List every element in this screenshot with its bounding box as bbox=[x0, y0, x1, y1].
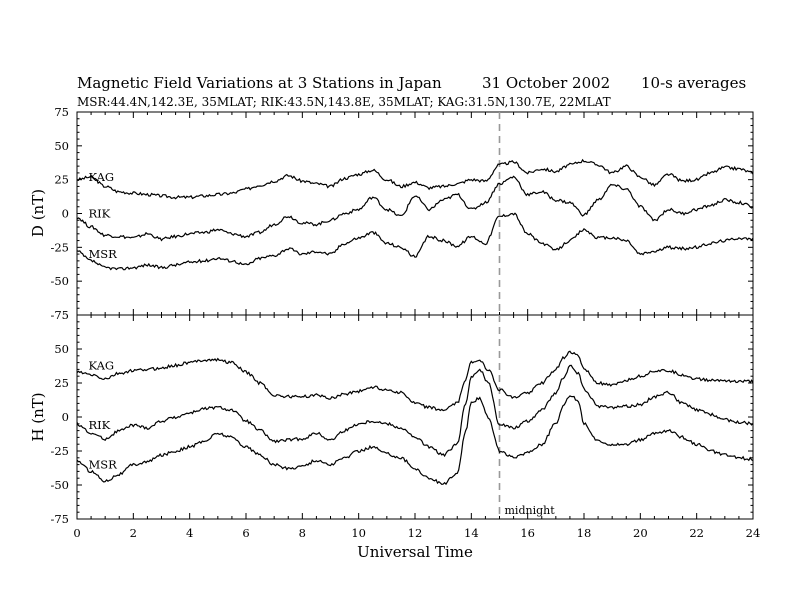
xtick-label-20: 20 bbox=[633, 526, 648, 540]
d-panel-frame bbox=[76, 111, 754, 316]
xtick-label-12: 12 bbox=[408, 526, 423, 540]
h-ytick-label-0: 0 bbox=[62, 410, 69, 424]
stations-line: MSR:44.4N,142.3E, 35MLAT; RIK:43.5N,143.… bbox=[77, 95, 611, 109]
d-ytick-label--75: -75 bbox=[50, 308, 69, 322]
xtick-label-6: 6 bbox=[242, 526, 249, 540]
d-series-rik bbox=[76, 175, 754, 242]
d-ytick-label-75: 75 bbox=[54, 105, 69, 119]
h-station-label-msr: MSR bbox=[88, 458, 117, 472]
x-axis-label: Universal Time bbox=[357, 543, 473, 561]
xtick-label-18: 18 bbox=[577, 526, 592, 540]
figure-date: 31 October 2002 bbox=[482, 74, 610, 92]
d-ytick-label--50: -50 bbox=[50, 274, 69, 288]
d-ytick-label-50: 50 bbox=[54, 139, 69, 153]
xtick-label-16: 16 bbox=[520, 526, 535, 540]
h-station-label-rik: RIK bbox=[88, 418, 110, 432]
xtick-label-0: 0 bbox=[73, 526, 80, 540]
h-ytick-label-25: 25 bbox=[54, 376, 69, 390]
d-ytick-label-25: 25 bbox=[54, 173, 69, 187]
h-series-msr bbox=[76, 395, 754, 486]
d-station-label-kag: KAG bbox=[88, 170, 114, 184]
xtick-label-14: 14 bbox=[464, 526, 479, 540]
d-ytick-label--25: -25 bbox=[50, 240, 69, 254]
xtick-label-22: 22 bbox=[689, 526, 704, 540]
averaging-note: 10-s averages bbox=[641, 74, 746, 92]
d-ytick-label-0: 0 bbox=[62, 207, 69, 221]
d-series-kag bbox=[76, 158, 754, 200]
h-ytick-label--75: -75 bbox=[50, 512, 69, 526]
midnight-annotation: midnight bbox=[505, 504, 556, 517]
figure-title: Magnetic Field Variations at 3 Stations … bbox=[77, 74, 442, 92]
chart-marks: -75 -50 -25 0 25 50 75 KAG RIK MSR -75 -50 -25 0 25 50 0… bbox=[50, 105, 760, 540]
h-series-rik bbox=[76, 364, 754, 458]
xtick-label-10: 10 bbox=[351, 526, 366, 540]
xtick-label-8: 8 bbox=[299, 526, 306, 540]
h-series-kag bbox=[76, 350, 754, 412]
h-ytick-label--25: -25 bbox=[50, 444, 69, 458]
xtick-label-24: 24 bbox=[746, 526, 761, 540]
h-axis-label: H (nT) bbox=[29, 392, 47, 441]
xtick-label-4: 4 bbox=[186, 526, 193, 540]
h-ytick-label--50: -50 bbox=[50, 478, 69, 492]
h-ytick-label-50: 50 bbox=[54, 342, 69, 356]
h-station-label-kag: KAG bbox=[88, 358, 114, 372]
xtick-label-2: 2 bbox=[130, 526, 137, 540]
d-station-label-msr: MSR bbox=[88, 247, 117, 261]
d-series-msr bbox=[76, 212, 754, 271]
d-axis-label: D (nT) bbox=[29, 189, 47, 237]
d-station-label-rik: RIK bbox=[88, 207, 110, 221]
